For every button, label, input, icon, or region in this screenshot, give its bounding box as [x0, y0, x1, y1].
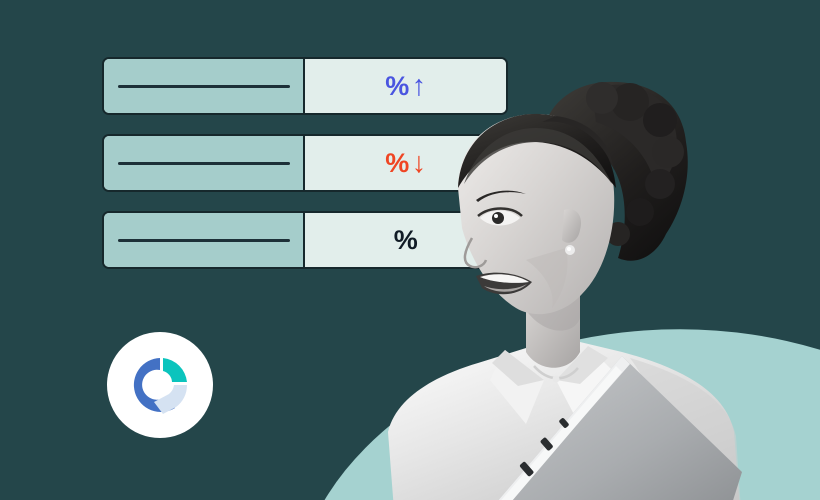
metric-row-increase[interactable]: % ↑	[102, 57, 508, 115]
brand-logo[interactable]	[107, 332, 213, 438]
metric-label-placeholder-rule	[117, 84, 290, 88]
brand-logo-mark	[133, 358, 188, 414]
metric-value-cell: % ↑	[305, 59, 506, 113]
metric-label-cell	[104, 59, 305, 113]
arrow-down-icon: ↓	[411, 146, 427, 179]
person-photo	[330, 80, 820, 500]
percent-symbol: %	[385, 70, 409, 101]
metric-row-list: % ↑ % ↓ %	[102, 57, 508, 288]
percent-symbol: %	[385, 147, 409, 178]
arrow-up-icon: ↑	[411, 69, 427, 102]
percent-symbol: %	[393, 224, 418, 255]
metric-label-cell	[104, 213, 305, 267]
metric-row-neutral[interactable]: %	[102, 211, 508, 269]
metric-label-cell	[104, 136, 305, 190]
metric-label-placeholder-rule	[117, 238, 290, 242]
metric-label-placeholder-rule	[117, 161, 290, 165]
